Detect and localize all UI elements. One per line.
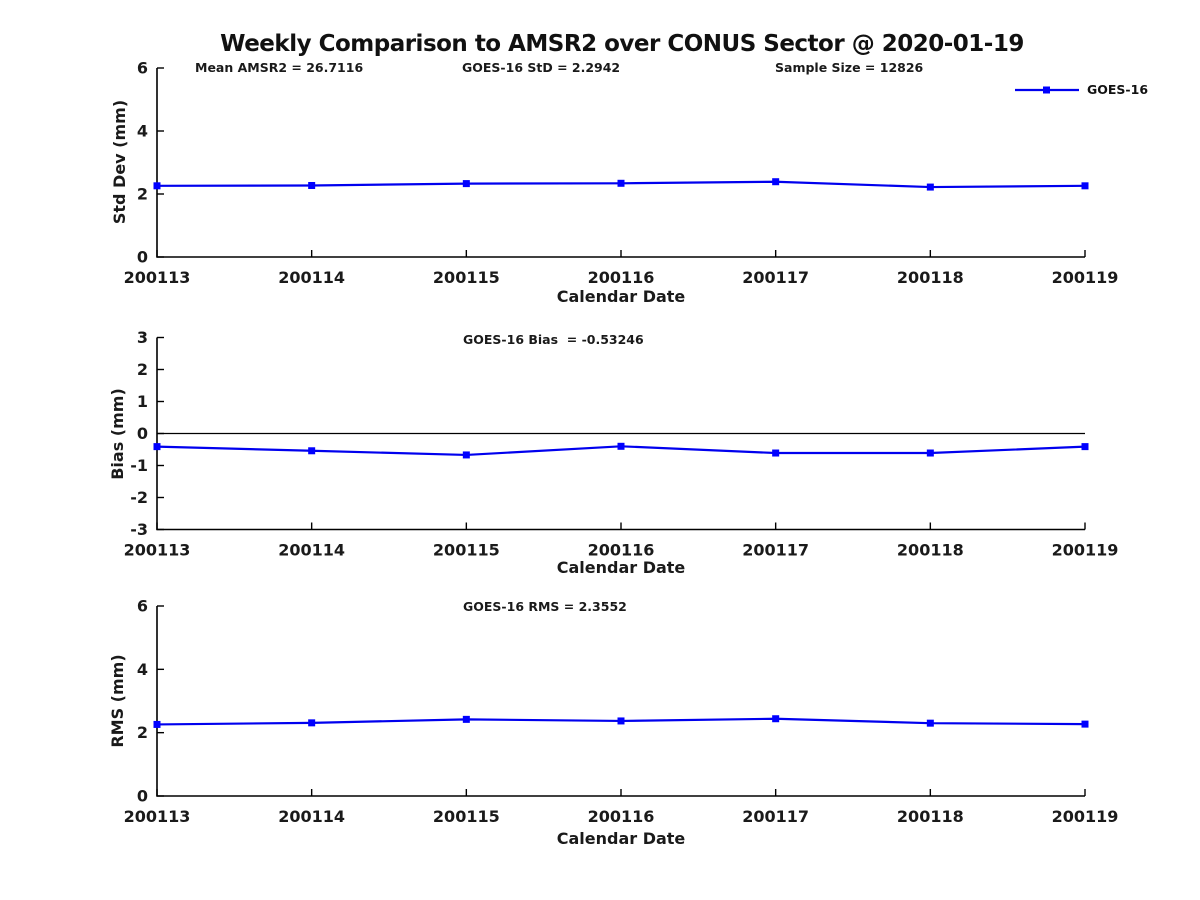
data-marker	[926, 183, 934, 191]
x-tick-label: 200116	[588, 807, 655, 826]
y-tick-label: -2	[130, 488, 148, 507]
y-tick-label: 6	[137, 597, 148, 616]
rms-ylabel: RMS (mm)	[108, 654, 127, 748]
stddev-chart: 0 2 4 6 200113 200114 200115 200116 200117 200118…	[124, 59, 1119, 288]
data-marker	[308, 447, 316, 455]
data-marker	[153, 443, 161, 451]
x-tick-label: 200118	[897, 541, 964, 560]
x-tick-label: 200115	[433, 268, 500, 287]
y-tick-label: 4	[137, 122, 148, 141]
sample-size-annotation: Sample Size = 12826	[775, 60, 924, 75]
y-tick-label: 2	[137, 185, 148, 204]
data-marker	[926, 719, 934, 727]
legend: GOES-16	[1014, 82, 1148, 97]
legend-line-icon	[1015, 86, 1079, 93]
y-tick-label: -3	[130, 520, 148, 539]
x-tick-label: 200119	[1052, 268, 1119, 287]
rms-xlabel: Calendar Date	[556, 829, 686, 848]
x-tick-label: 200114	[278, 807, 345, 826]
goes16-std-annotation: GOES-16 StD = 2.2942	[462, 60, 621, 75]
y-tick-label: 4	[137, 660, 148, 679]
y-tick-label: 0	[137, 248, 148, 267]
x-tick-label: 200117	[742, 807, 809, 826]
stddev-ylabel: Std Dev (mm)	[110, 99, 129, 225]
goes16-bias-annotation: GOES-16 Bias = -0.53246	[463, 332, 644, 347]
x-tick-label: 200113	[124, 268, 191, 287]
x-tick-label: 200116	[588, 541, 655, 560]
bias-chart: -3 -2 -1 0 1 2 3 200113 200114 200115 200116 200117…	[124, 328, 1119, 560]
stddev-xlabel: Calendar Date	[556, 287, 686, 306]
x-tick-label: 200119	[1052, 541, 1119, 560]
data-marker	[617, 717, 625, 725]
data-marker	[772, 178, 780, 186]
data-marker	[462, 715, 470, 723]
x-tick-label: 200118	[897, 268, 964, 287]
x-tick-label: 200116	[588, 268, 655, 287]
data-marker	[308, 719, 316, 727]
x-tick-label: 200113	[124, 807, 191, 826]
y-tick-label: 2	[137, 360, 148, 379]
x-tick-label: 200115	[433, 807, 500, 826]
mean-amsr2-annotation: Mean AMSR2 = 26.7116	[195, 60, 364, 75]
axis-lines	[156, 606, 1085, 797]
figure-title: Weekly Comparison to AMSR2 over CONUS Se…	[220, 31, 1024, 57]
y-tick-label: 1	[137, 392, 148, 411]
data-marker	[617, 442, 625, 450]
x-tick-label: 200119	[1052, 807, 1119, 826]
data-marker	[1081, 182, 1089, 190]
y-tick-label: 2	[137, 723, 148, 742]
data-marker	[462, 180, 470, 188]
data-marker	[772, 449, 780, 457]
data-marker	[772, 715, 780, 723]
x-tick-label: 200115	[433, 541, 500, 560]
data-marker	[1081, 443, 1089, 451]
data-marker	[617, 179, 625, 187]
data-marker	[462, 451, 470, 459]
y-tick-label: 6	[137, 59, 148, 78]
bias-ylabel: Bias (mm)	[108, 388, 127, 480]
axis-lines	[156, 68, 1085, 258]
data-marker	[153, 182, 161, 190]
y-tick-label: 3	[137, 328, 148, 347]
x-tick-label: 200114	[278, 268, 345, 287]
y-tick-label: -1	[130, 456, 148, 475]
goes16-rms-annotation: GOES-16 RMS = 2.3552	[463, 599, 627, 614]
data-marker	[1081, 720, 1089, 728]
x-tick-label: 200113	[124, 541, 191, 560]
rms-chart: 0 2 4 6 200113 200114 200115 200116 200117 200118…	[124, 597, 1119, 827]
y-tick-label: 0	[137, 424, 148, 443]
data-marker	[308, 181, 316, 189]
bias-xlabel: Calendar Date	[556, 558, 686, 577]
x-tick-label: 200118	[897, 807, 964, 826]
y-tick-label: 0	[137, 787, 148, 806]
x-tick-label: 200117	[742, 268, 809, 287]
data-marker	[153, 720, 161, 728]
data-marker	[926, 449, 934, 457]
x-tick-label: 200117	[742, 541, 809, 560]
legend-label: GOES-16	[1087, 82, 1149, 97]
x-tick-label: 200114	[278, 541, 345, 560]
